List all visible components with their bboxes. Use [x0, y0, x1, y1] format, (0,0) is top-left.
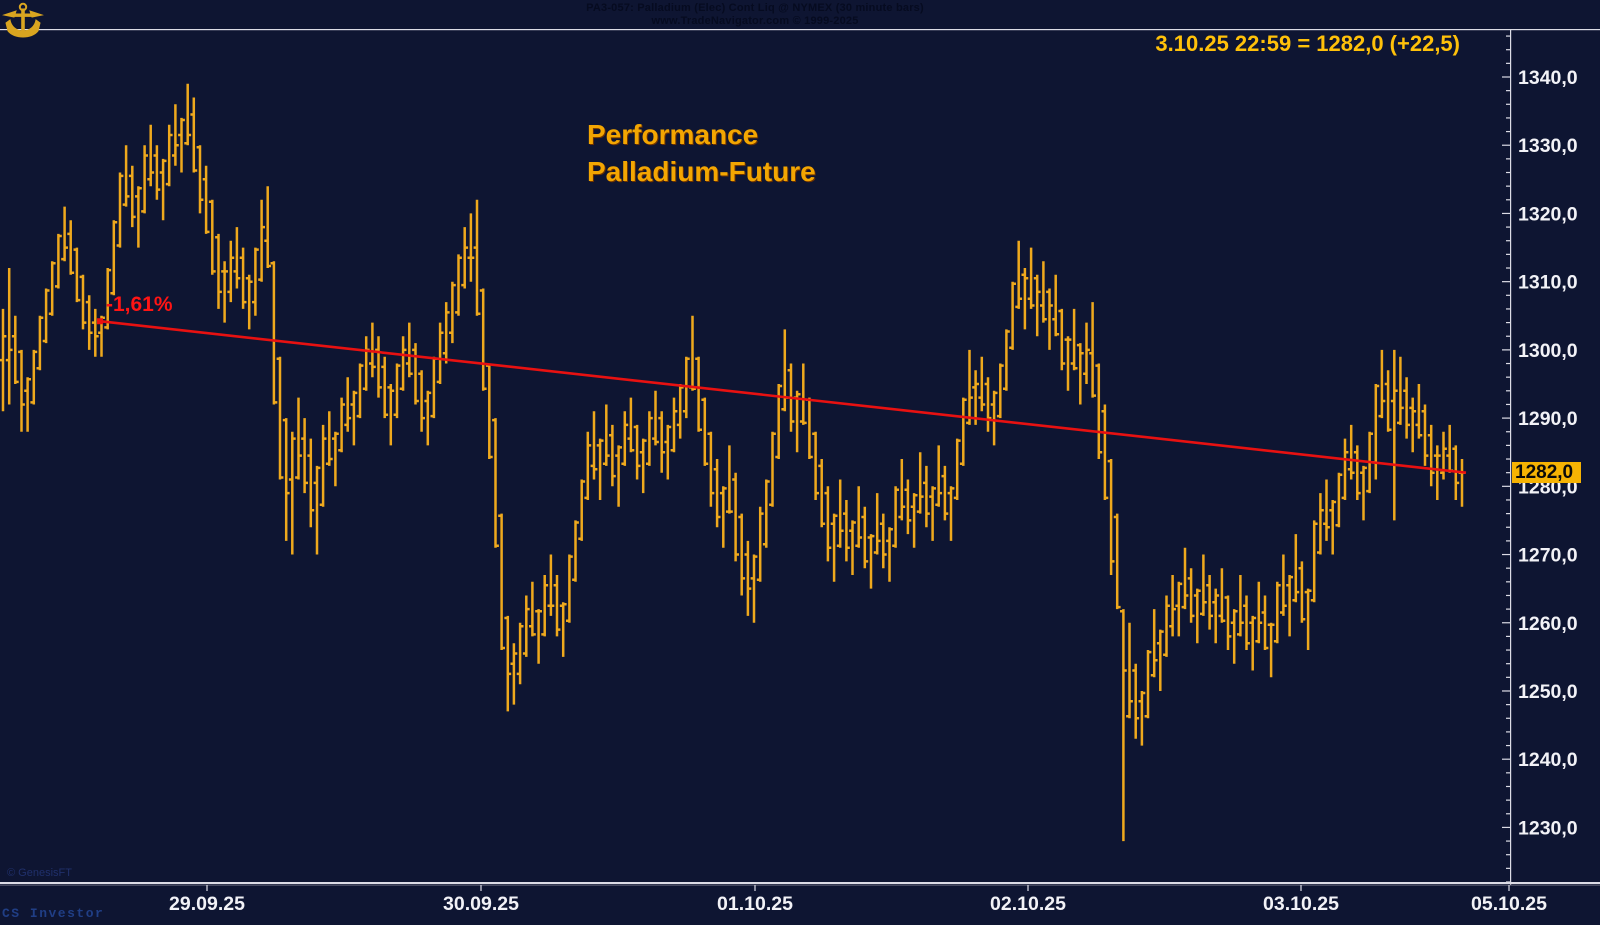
chart-title-line1: Performance: [587, 119, 759, 150]
x-date-label: 02.10.25: [990, 893, 1066, 915]
y-axis-label: 1320,0: [1518, 203, 1578, 225]
x-date-label: 29.09.25: [169, 893, 245, 915]
y-axis-label: 1250,0: [1518, 681, 1578, 703]
y-axis-label: 1290,0: [1518, 408, 1578, 430]
x-axis-line: [0, 882, 1600, 884]
chart-title-line2: Palladium-Future: [587, 156, 816, 187]
trendline-percent-label: -1,61%: [106, 293, 173, 316]
y-axis-label: 1270,0: [1518, 545, 1578, 567]
genesisft-copyright: © GenesisFT: [7, 867, 72, 879]
x-date-label: 03.10.25: [1263, 893, 1339, 915]
y-axis-label: 1240,0: [1518, 749, 1578, 771]
y-axis-ticks: [1502, 35, 1510, 883]
trend-line: [99, 319, 1467, 474]
chart-header-instrument: PA3-057: Palladium (Elec) Cont Liq @ NYM…: [586, 2, 924, 14]
x-date-label: 05.10.25: [1471, 893, 1547, 915]
plot-top-border: [0, 29, 1600, 31]
x-axis-shadow-line: [0, 884, 1600, 886]
x-date-label: 30.09.25: [443, 893, 519, 915]
ohlc-bars: [0, 83, 1466, 842]
x-date-label: 01.10.25: [717, 893, 793, 915]
chart-header-copyright: www.TradeNavigator.com © 1999-2025: [651, 15, 859, 27]
workspace-name: CS Investor: [2, 906, 105, 921]
y-axis-label: 1260,0: [1518, 613, 1578, 635]
anchor-logo-icon: [2, 2, 44, 38]
y-axis-label: 1340,0: [1518, 67, 1578, 89]
chart-title: Performance Palladium-Future: [587, 116, 816, 190]
y-axis-label: 1230,0: [1518, 817, 1578, 839]
y-axis-line: [1510, 29, 1512, 885]
y-axis-label: 1310,0: [1518, 272, 1578, 294]
y-axis-label: 1300,0: [1518, 340, 1578, 362]
y-axis-label: 1330,0: [1518, 135, 1578, 157]
last-quote-readout: 3.10.25 22:59 = 1282,0 (+22,5): [1155, 31, 1460, 56]
trend-line-anchor: [97, 318, 103, 325]
last-price-badge: 1282,0: [1512, 462, 1581, 483]
